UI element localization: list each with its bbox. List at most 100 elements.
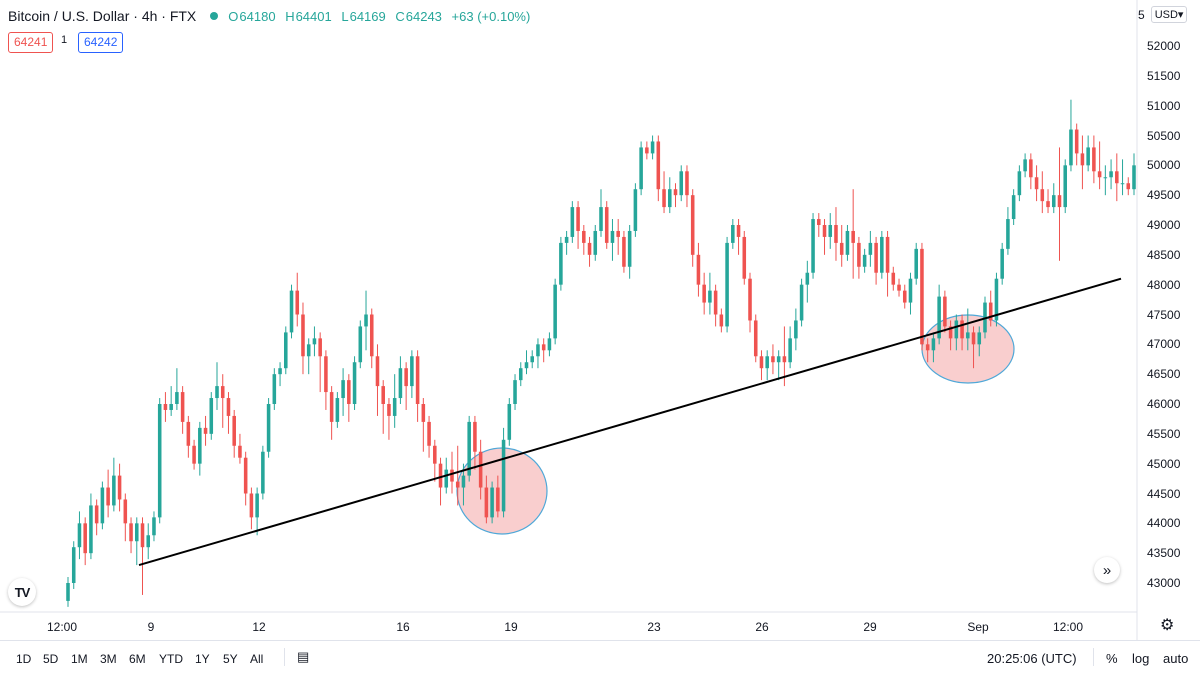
timeframe-button-all[interactable]: All <box>250 652 264 666</box>
candle-body <box>134 523 139 542</box>
candle-body <box>66 583 70 601</box>
candle-body <box>175 392 179 404</box>
candle-body <box>731 225 735 243</box>
price-scale-truncated-label: 5 <box>1138 7 1145 22</box>
time-tick-label: 16 <box>396 620 410 634</box>
candle-body <box>427 421 431 446</box>
toolbar-divider <box>1093 648 1094 666</box>
candle-body <box>708 290 712 303</box>
currency-dropdown[interactable]: USD▾ <box>1150 6 1188 23</box>
candle-body <box>966 332 970 339</box>
auto-scale-toggle[interactable]: auto <box>1163 651 1189 666</box>
low-value: 64169 <box>349 8 386 24</box>
price-tick-label: 50000 <box>1147 158 1181 173</box>
candle-body <box>364 314 368 327</box>
candle-body <box>753 320 758 357</box>
candle-body <box>948 326 953 339</box>
candle-body <box>679 171 684 196</box>
candle-body <box>748 278 752 321</box>
scroll-to-realtime-icon[interactable]: » <box>1094 557 1120 583</box>
candle-body <box>954 320 959 339</box>
candle-body <box>226 398 231 416</box>
candle-body <box>1132 165 1136 190</box>
candle-body <box>238 445 242 458</box>
percent-scale-toggle[interactable]: % <box>1106 651 1118 666</box>
candle-body <box>719 314 724 327</box>
clock-time[interactable]: 20:25:06 (UTC) <box>987 651 1077 666</box>
candle-body <box>1023 159 1027 172</box>
candle-body <box>564 236 569 243</box>
buy-price-button[interactable]: 64242 <box>78 32 124 53</box>
price-tick-label: 45500 <box>1147 426 1181 441</box>
candle-body <box>192 445 196 464</box>
candle-body <box>77 523 82 548</box>
time-tick-label: 26 <box>755 620 769 634</box>
candle-body <box>696 254 701 285</box>
timeframe-button-1d[interactable]: 1D <box>16 652 32 666</box>
candle-body <box>880 236 884 273</box>
candle-body <box>576 207 580 231</box>
candle-body <box>513 380 517 404</box>
candle-body <box>255 493 259 518</box>
candle-body <box>421 404 426 422</box>
timeframe-button-5d[interactable]: 5D <box>43 652 59 666</box>
symbol-title[interactable]: Bitcoin / U.S. Dollar · 4h · FTX <box>8 8 197 24</box>
candle-body <box>885 236 890 273</box>
candle-body <box>501 439 506 512</box>
candle-body <box>289 290 294 333</box>
candle-body <box>851 230 855 243</box>
settings-gear-icon[interactable]: ⚙ <box>1160 617 1175 634</box>
candle-body <box>410 356 414 387</box>
candle-body <box>198 427 202 464</box>
candle-body <box>140 523 145 548</box>
open-value: 64180 <box>239 8 276 24</box>
candle-body <box>811 219 815 273</box>
trendline[interactable] <box>138 277 1122 567</box>
tradingview-logo-icon[interactable]: TV <box>8 578 36 606</box>
timeframe-button-ytd[interactable]: YTD <box>159 652 183 666</box>
candle-body <box>1029 159 1033 178</box>
candle-body <box>553 284 557 339</box>
candle-body <box>1092 147 1096 172</box>
candle-body <box>828 225 833 237</box>
candle-body <box>1034 177 1039 190</box>
price-tick-label: 51500 <box>1147 68 1181 83</box>
timeframe-button-1y[interactable]: 1Y <box>195 652 210 666</box>
order-quantity[interactable]: 1 <box>61 34 68 46</box>
candle-body <box>249 493 254 518</box>
timeframe-button-1m[interactable]: 1M <box>71 652 88 666</box>
candle-body <box>862 254 867 267</box>
timeframe-button-6m[interactable]: 6M <box>129 652 146 666</box>
candle-body <box>943 296 947 327</box>
date-range-calendar-icon[interactable]: ▤ <box>297 649 310 664</box>
candle-body <box>318 338 322 357</box>
candle-body <box>496 487 500 512</box>
candle-body <box>484 487 489 518</box>
candle-body <box>857 242 861 267</box>
candle-body <box>685 171 689 196</box>
timeframe-button-5y[interactable]: 5Y <box>223 652 238 666</box>
log-scale-toggle[interactable]: log <box>1132 651 1150 666</box>
candle-body <box>1063 165 1068 208</box>
price-tick-label: 44500 <box>1147 486 1181 501</box>
candle-body <box>152 517 156 536</box>
candle-body <box>656 141 661 190</box>
candle-body <box>794 320 798 339</box>
currency-selector[interactable]: 5 USD▾ <box>1138 6 1188 23</box>
candle-body <box>845 230 850 255</box>
candle-body <box>604 207 609 243</box>
candle-body <box>931 338 936 351</box>
candle-body <box>467 421 471 476</box>
timeframe-button-3m[interactable]: 3M <box>100 652 117 666</box>
candle-body <box>220 386 225 399</box>
time-tick-label: 9 <box>147 620 155 634</box>
price-tick-label: 44000 <box>1147 516 1181 531</box>
candle-body <box>736 225 741 237</box>
candle-body <box>662 189 666 208</box>
candle-body <box>301 314 305 357</box>
candle-body <box>473 421 477 452</box>
candle-body <box>1057 195 1062 208</box>
sell-price-button[interactable]: 64241 <box>8 32 54 53</box>
candle-body <box>868 242 873 255</box>
